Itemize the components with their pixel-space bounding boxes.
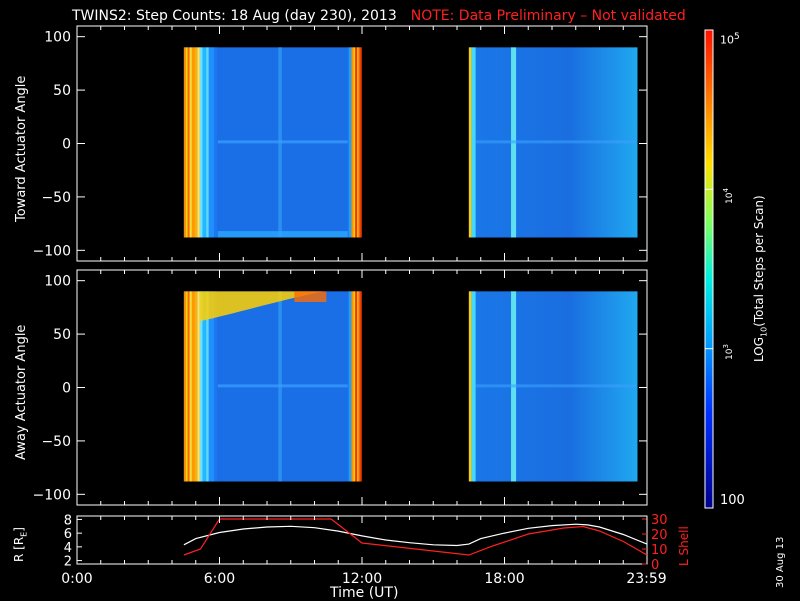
spectral-stripe	[358, 47, 361, 238]
spectral-stripe	[194, 47, 198, 238]
spectral-stripe	[360, 47, 362, 238]
spectral-stripe	[214, 291, 217, 482]
orbit-lshell-axis-label: L Shell	[677, 526, 691, 566]
spectral-stripe	[187, 47, 190, 238]
spectral-stripe	[202, 47, 207, 238]
spectral-stripe	[185, 47, 188, 238]
spectral-stripe	[185, 291, 188, 482]
spectral-stripe	[189, 47, 192, 238]
spectral-stripe	[189, 291, 192, 482]
colorbar-tick-label-1e5: 105	[720, 32, 740, 47]
colorbar-tick-label-1e3: 103	[722, 344, 735, 360]
y-tick-label: 50	[53, 327, 71, 343]
y-tick-label: 0	[62, 137, 71, 153]
zero-angle-band	[217, 384, 348, 388]
x-tick-label: 0:00	[61, 571, 92, 587]
colorbar-tick-label-1e4: 104	[722, 188, 735, 204]
x-tick-label: 12:00	[342, 571, 382, 587]
y-tick-label: 0	[62, 381, 71, 397]
spectral-stripe	[357, 291, 359, 482]
spectral-stripe	[199, 291, 203, 482]
spectral-stripe	[348, 47, 352, 238]
heatmap-panel-away: 100 50 0 −50 −100	[33, 269, 648, 506]
spectral-stripe	[194, 291, 198, 482]
spectral-stripe	[183, 47, 186, 238]
date-stamp: 30 Aug 13	[775, 536, 786, 588]
toward-axis-label: Toward Actuator Angle	[14, 75, 29, 222]
spectral-stripe	[355, 291, 358, 482]
spectral-stripe	[202, 291, 207, 482]
spectral-stripe	[191, 291, 195, 482]
zero-angle-band	[475, 384, 636, 388]
heatmap-panel-toward: 100 50 0 −50 −100	[33, 25, 648, 262]
spectral-stripe	[191, 47, 195, 238]
spectral-stripe	[357, 47, 359, 238]
r-series-line	[183, 523, 648, 547]
spectral-stripe	[348, 291, 352, 482]
y-tick-label: 100	[44, 30, 71, 46]
y-tick-label: −50	[41, 434, 71, 450]
spectral-stripe	[351, 291, 354, 482]
spectral-stripe	[206, 47, 209, 238]
lshell-tick-label: 20	[651, 528, 668, 543]
colorbar-tick-label-100: 100	[720, 493, 745, 508]
colorbar-scale	[704, 29, 714, 509]
away-axis-label: Away Actuator Angle	[14, 324, 29, 460]
high-flux-region	[294, 291, 327, 303]
spectral-stripe	[197, 47, 200, 238]
spectral-stripe	[471, 291, 476, 482]
spectral-stripe	[208, 291, 215, 482]
chart-title: TWINS2: Step Counts: 18 Aug (day 230), 2…	[72, 8, 686, 24]
spectral-stripe	[183, 291, 186, 482]
spectral-stripe	[197, 291, 200, 482]
orbit-frame	[76, 515, 648, 565]
spectral-stripe	[353, 47, 356, 238]
spectral-stripe	[199, 47, 203, 238]
y-tick-label: −100	[33, 487, 71, 503]
edge-band	[217, 231, 348, 238]
x-axis-label: Time (UT)	[330, 585, 399, 601]
zero-angle-band	[217, 140, 348, 144]
lshell-tick-label: 30	[651, 513, 668, 528]
x-tick-label: 6:00	[204, 571, 235, 587]
y-tick-label: −100	[33, 243, 71, 259]
r-tick-label: 6	[64, 527, 72, 542]
spectral-stripe	[355, 47, 358, 238]
spectral-stripe	[187, 291, 190, 482]
x-tick-label: 23:59	[626, 571, 666, 587]
lshell-tick-label: 10	[651, 543, 668, 558]
spectral-stripe	[471, 47, 476, 238]
spectral-stripe	[353, 291, 356, 482]
spectral-stripe	[468, 291, 472, 482]
spectral-stripe	[358, 291, 361, 482]
colorbar-label: LOG10(Total Steps per Scan)	[752, 195, 769, 362]
preliminary-note: NOTE: Data Preliminary – Not validated	[410, 8, 686, 24]
colorbar	[704, 29, 714, 509]
spectral-stripe	[206, 291, 209, 482]
lshell-tick-label: 0	[651, 558, 659, 573]
spectral-stripe	[468, 47, 472, 238]
r-tick-label: 4	[64, 541, 72, 556]
high-flux-region	[199, 291, 323, 322]
zero-angle-band	[475, 140, 636, 144]
y-tick-label: −50	[41, 190, 71, 206]
y-tick-label: 50	[53, 83, 71, 99]
r-tick-label: 8	[64, 513, 72, 528]
x-tick-label: 18:00	[484, 571, 524, 587]
y-tick-label: 100	[44, 274, 71, 290]
spectral-stripe	[360, 291, 362, 482]
orbit-r-axis-label: R [RE]	[12, 527, 29, 562]
spectral-stripe	[214, 47, 217, 238]
r-tick-label: 2	[64, 555, 72, 570]
title-text: TWINS2: Step Counts: 18 Aug (day 230), 2…	[72, 8, 397, 24]
spectral-stripe	[351, 47, 354, 238]
spectral-stripe	[208, 47, 215, 238]
